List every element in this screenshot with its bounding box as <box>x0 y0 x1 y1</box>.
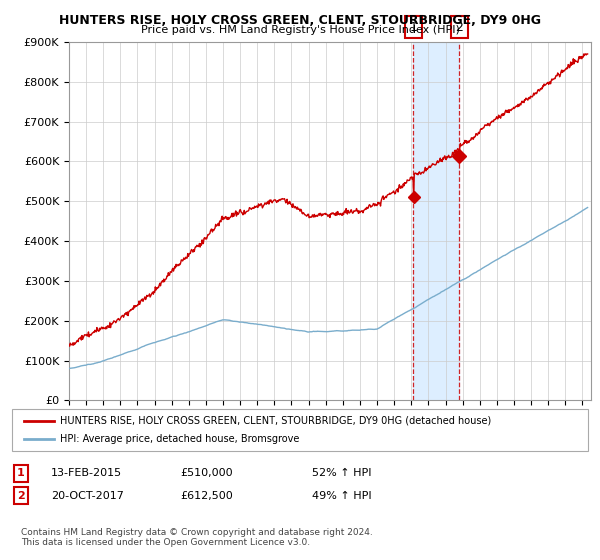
Text: £510,000: £510,000 <box>180 468 233 478</box>
Bar <box>413 42 459 400</box>
Text: 49% ↑ HPI: 49% ↑ HPI <box>312 491 371 501</box>
Text: 52% ↑ HPI: 52% ↑ HPI <box>312 468 371 478</box>
Text: HUNTERS RISE, HOLY CROSS GREEN, CLENT, STOURBRIDGE, DY9 0HG (detached house): HUNTERS RISE, HOLY CROSS GREEN, CLENT, S… <box>60 416 491 426</box>
Text: HUNTERS RISE, HOLY CROSS GREEN, CLENT, STOURBRIDGE, DY9 0HG: HUNTERS RISE, HOLY CROSS GREEN, CLENT, S… <box>59 14 541 27</box>
Text: 1: 1 <box>17 468 25 478</box>
Text: Contains HM Land Registry data © Crown copyright and database right 2024.
This d: Contains HM Land Registry data © Crown c… <box>21 528 373 547</box>
Text: 1: 1 <box>409 21 417 34</box>
Text: 2: 2 <box>455 21 463 34</box>
Text: 2: 2 <box>17 491 25 501</box>
Text: 20-OCT-2017: 20-OCT-2017 <box>51 491 124 501</box>
Text: Price paid vs. HM Land Registry's House Price Index (HPI): Price paid vs. HM Land Registry's House … <box>140 25 460 35</box>
Text: 13-FEB-2015: 13-FEB-2015 <box>51 468 122 478</box>
Text: HPI: Average price, detached house, Bromsgrove: HPI: Average price, detached house, Brom… <box>60 434 299 444</box>
Text: £612,500: £612,500 <box>180 491 233 501</box>
